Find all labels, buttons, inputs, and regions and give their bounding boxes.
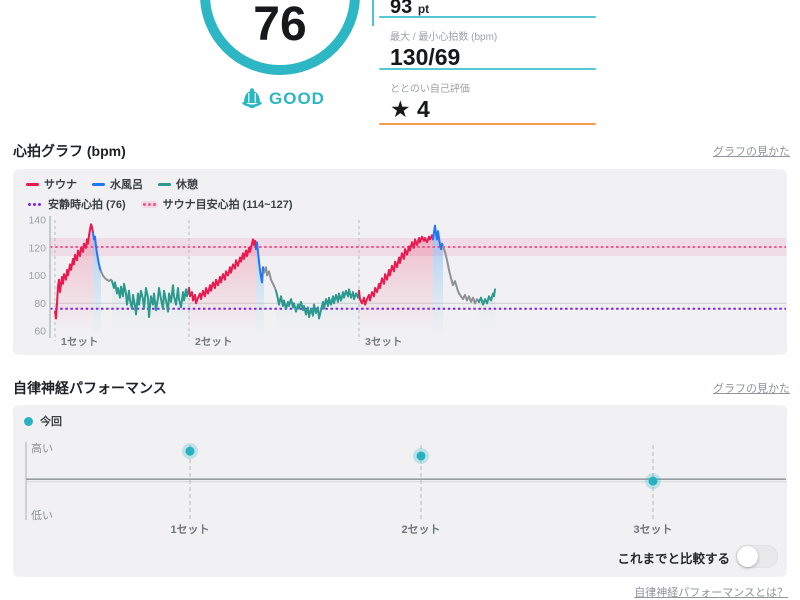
hr-series-mizuburo — [255, 241, 265, 284]
hr-section-title: 心拍グラフ (bpm) — [13, 143, 126, 159]
ans-legend: 今回 — [24, 413, 62, 429]
self-rating-label: ととのい自己評価 — [390, 84, 470, 95]
fill-rest — [479, 289, 495, 331]
legend-label: 安静時心拍 (76) — [48, 199, 126, 211]
compare-toggle[interactable] — [736, 545, 778, 568]
hr-series-mizuburo — [92, 231, 102, 273]
ans-legend-label: 今回 — [40, 416, 62, 428]
fill-mizuburo — [433, 225, 443, 331]
performance-dot — [648, 476, 658, 486]
compare-toggle-label: これまでと比較する — [617, 552, 730, 566]
legend-swatch-icon — [158, 182, 171, 186]
clipped-divider — [372, 0, 374, 26]
legend-item: サウナ目安心拍 (114~127) — [140, 196, 293, 212]
score-value: 76 — [253, 0, 307, 51]
legend-item: 休憩 — [158, 176, 198, 192]
set-marker-label: 3セット — [365, 336, 402, 348]
hr-series-other — [263, 266, 277, 292]
legend-label: サウナ目安心拍 (114~127) — [162, 199, 293, 211]
rating-label: GOOD — [269, 89, 325, 108]
score-points-value: 93 — [390, 0, 413, 18]
ans-set-label: 3セット — [633, 523, 672, 536]
sauna-hat-icon — [242, 88, 262, 109]
legend-item: サウナ — [26, 176, 77, 192]
performance-dot — [416, 451, 426, 461]
legend-label: 休憩 — [176, 179, 198, 191]
low-label: 低い — [31, 509, 53, 522]
max-min-hr-value: 130/69 — [390, 44, 461, 70]
hr-series-sauna — [358, 234, 434, 306]
hr-chart-legend: サウナ 水風呂 休憩安静時心拍 (76) サウナ目安心拍 (114~127) — [26, 176, 293, 212]
high-label: 高い — [31, 441, 53, 455]
ans-set-label: 2セット — [401, 523, 440, 536]
underline-orange — [379, 123, 596, 125]
legend-dotted-swatch-icon — [140, 200, 158, 208]
y-tick-label: 120 — [28, 242, 46, 254]
hr-series-rest — [478, 288, 496, 306]
score-points-unit: pt — [417, 2, 430, 16]
current-session-dot-icon — [24, 416, 33, 426]
set-marker-label: 2セット — [195, 336, 232, 348]
fill-mizuburo — [93, 232, 101, 331]
legend-item: 安静時心拍 (76) — [26, 196, 126, 212]
toggle-knob — [737, 546, 758, 567]
ans-chart-panel — [13, 405, 787, 577]
performance-dot — [185, 446, 195, 456]
ans-section-title: 自律神経パフォーマンス — [13, 380, 167, 396]
y-tick-label: 140 — [28, 215, 46, 227]
rating-row: GOOD — [241, 87, 325, 111]
legend-item: 水風呂 — [92, 176, 143, 192]
y-tick-label: 100 — [28, 270, 46, 282]
legend-swatch-icon — [92, 182, 105, 186]
legend-label: サウナ — [44, 179, 77, 191]
hr-help-link[interactable]: グラフの見かた — [713, 146, 790, 158]
legend-label: 水風呂 — [110, 179, 143, 191]
hr-series-mizuburo — [432, 224, 444, 251]
ans-footer-link[interactable]: 自律神経パフォーマンスとは？ — [634, 587, 788, 599]
max-min-hr-label: 最大 / 最小心拍数 (bpm) — [390, 32, 498, 43]
hr-series-rest — [275, 288, 360, 320]
fill-mizuburo — [256, 242, 264, 331]
fill-sauna — [359, 235, 433, 331]
legend-swatch-icon — [26, 182, 39, 186]
heart-rate-chart: 1セット 2セット 3セット 140 120 100 80 60 — [28, 215, 786, 348]
y-tick-label: 60 — [34, 326, 46, 338]
set-marker-label: 1セット — [61, 336, 98, 348]
underline-teal — [379, 68, 596, 70]
hr-series-rest — [111, 280, 190, 319]
ans-help-link[interactable]: グラフの見かた — [713, 383, 790, 395]
self-rating-value: ★ 4 — [390, 96, 430, 122]
hr-series-sauna — [54, 223, 94, 320]
hr-series-sauna — [188, 238, 257, 305]
y-tick-label: 80 — [34, 298, 46, 310]
legend-dotted-swatch-icon — [26, 201, 43, 208]
underline-teal — [379, 16, 596, 18]
ans-set-label: 1セット — [170, 523, 209, 536]
hr-series-other — [442, 245, 480, 305]
hr-series-other — [100, 270, 113, 283]
score-points: 93 pt — [390, 0, 429, 19]
